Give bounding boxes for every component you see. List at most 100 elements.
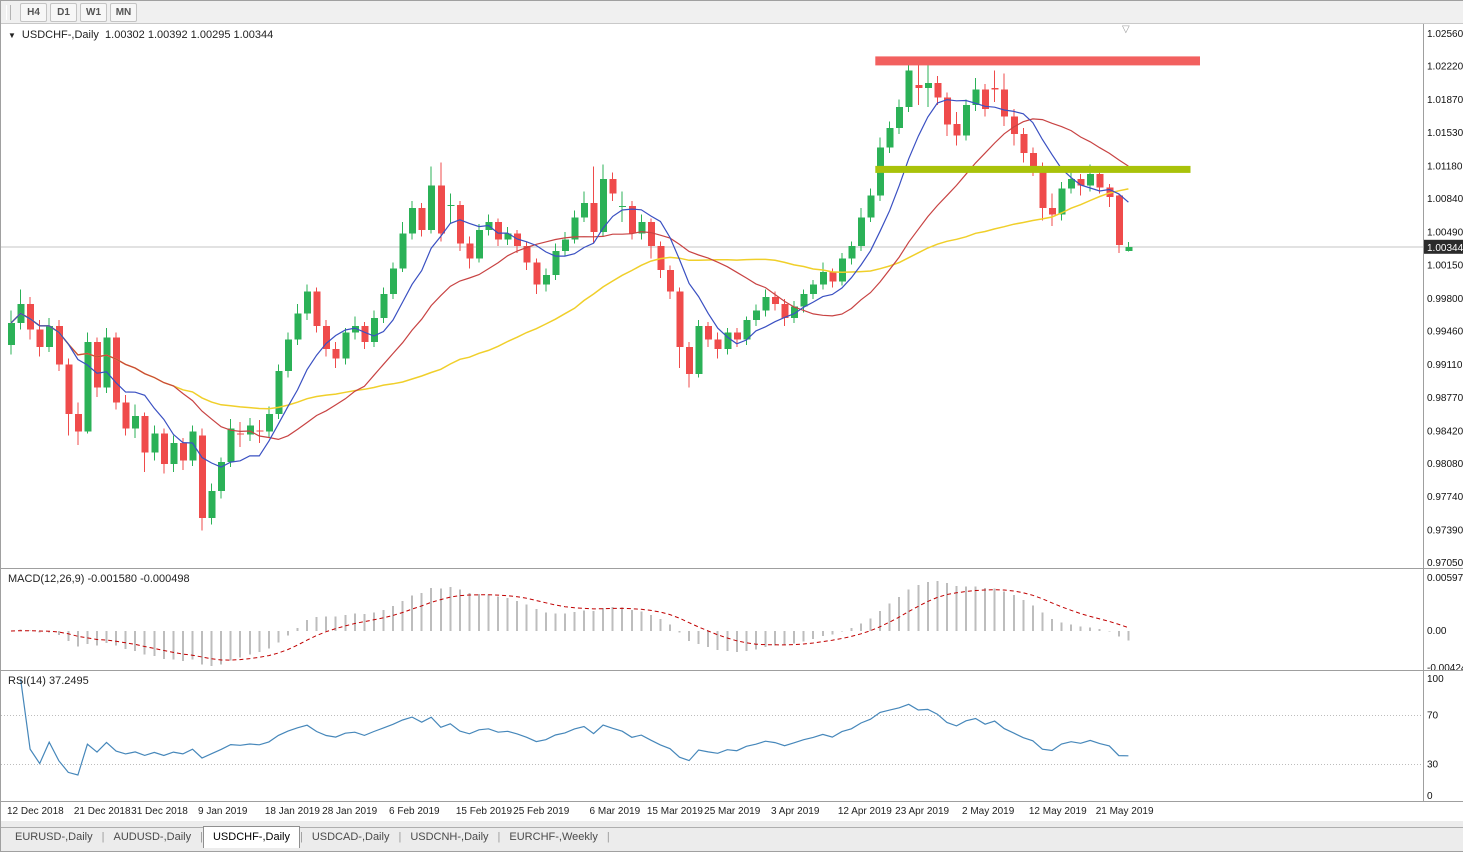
candle [456, 201, 464, 251]
pane-separator[interactable] [1, 568, 1463, 569]
candle [886, 121, 894, 153]
resistance-line[interactable] [875, 56, 1200, 66]
candle [246, 418, 254, 442]
tab-separator: | [398, 831, 402, 843]
date-axis[interactable]: 12 Dec 2018 21 Dec 2018 31 Dec 2018 9 Jan 2… [1, 801, 1463, 822]
tab-separator: | [299, 831, 303, 843]
chart-tabbar: EURUSD-,Daily | AUDUSD-,Daily | USDCHF-,Dail… [1, 826, 1463, 851]
candle [323, 320, 331, 357]
current-price-badge-label: 1.00344 [1427, 243, 1463, 254]
date-axis-label: 12 Dec 2018 [7, 806, 64, 817]
tab-usdcad-daily[interactable]: USDCAD-,Daily [311, 831, 390, 843]
macd-axis-label: -0.004243 [1427, 663, 1463, 671]
price-axis-label: 1.00490 [1427, 228, 1463, 239]
candle [848, 241, 856, 265]
candle [199, 428, 206, 531]
candle [256, 419, 264, 443]
price-axis-label: 0.98770 [1427, 393, 1463, 404]
candle [227, 419, 235, 467]
candle [189, 425, 197, 466]
candle [504, 227, 512, 246]
price-axis-label: 0.99460 [1427, 327, 1463, 338]
toolbar-grip-handle[interactable] [6, 4, 11, 20]
ma-line-slow [10, 188, 1129, 410]
tab-usdcnh-daily[interactable]: USDCNH-,Daily [410, 831, 489, 843]
price-axis-label: 0.97740 [1427, 492, 1463, 503]
date-axis-label: 6 Feb 2019 [389, 806, 440, 817]
candle [141, 412, 149, 472]
candle [275, 364, 283, 419]
candle [905, 59, 913, 112]
ma-line-fast [10, 99, 1129, 468]
date-axis-label: 9 Jan 2019 [198, 806, 248, 817]
candle [103, 327, 111, 394]
timeframe-buttons: H4 D1 W1 MN [20, 2, 137, 22]
candle [294, 303, 302, 346]
price-axis-label: 0.99800 [1427, 294, 1463, 305]
rsi-pane[interactable]: 100 70 30 0 [1, 671, 1463, 801]
candle [762, 289, 770, 317]
candle [609, 172, 617, 202]
rsi-axis-label: 70 [1427, 711, 1439, 722]
price-chart-pane[interactable]: 1.02560 1.02220 1.01870 1.01530 1.01180 1.008… [1, 23, 1463, 569]
candle [676, 287, 684, 369]
candle [332, 342, 340, 369]
candle [571, 210, 579, 244]
timeframe-button-h4[interactable]: H4 [20, 2, 47, 22]
candle [485, 214, 493, 236]
candle [1096, 170, 1104, 194]
candle [1001, 73, 1009, 127]
rsi-indicator-label: RSI(14) 37.2495 [8, 675, 89, 687]
candle [1125, 242, 1133, 252]
candle [791, 300, 799, 323]
candle [542, 268, 550, 292]
tab-eurchf-weekly[interactable]: EURCHF-,Weekly [509, 831, 598, 843]
date-axis-label: 21 May 2019 [1095, 806, 1154, 817]
price-axis-separator [1423, 23, 1424, 801]
candle [65, 358, 73, 436]
candle [943, 92, 951, 136]
candle [342, 327, 350, 365]
timeframe-button-w1[interactable]: W1 [80, 2, 107, 22]
date-axis-label: 25 Feb 2019 [513, 806, 570, 817]
support-line[interactable] [875, 165, 1191, 173]
timeframe-toolbar: H4 D1 W1 MN [1, 1, 1463, 24]
candle [179, 438, 187, 470]
macd-histogram [19, 581, 1130, 666]
candle [590, 166, 598, 244]
price-axis-label: 0.99110 [1427, 360, 1463, 371]
tab-usdchf-daily[interactable]: USDCHF-,Daily [202, 826, 300, 848]
candle [972, 78, 980, 111]
candle [495, 218, 503, 247]
candle [714, 332, 722, 359]
tab-separator: | [497, 831, 501, 843]
candle [924, 63, 932, 107]
timeframe-button-mn[interactable]: MN [110, 2, 137, 22]
rsi-axis-label: 100 [1427, 674, 1444, 685]
tab-audusd-daily[interactable]: AUDUSD-,Daily [113, 831, 192, 843]
candle [1020, 128, 1028, 163]
rsi-axis-label: 0 [1427, 791, 1433, 801]
candle [686, 342, 694, 388]
pane-separator[interactable] [1, 670, 1463, 671]
candle [74, 402, 82, 445]
macd-pane[interactable]: 0.00597 0.00 -0.004243 [1, 569, 1463, 671]
object-anchor-icon[interactable]: ▽ [1122, 24, 1130, 35]
date-axis-label: 3 Apr 2019 [771, 806, 820, 817]
timeframe-button-d1[interactable]: D1 [50, 2, 77, 22]
candle [265, 406, 273, 438]
candle [284, 332, 292, 378]
collapse-chart-icon[interactable]: ▼ [8, 30, 16, 40]
tab-eurusd-daily[interactable]: EURUSD-,Daily [15, 831, 93, 843]
price-axis-label: 0.97390 [1427, 525, 1463, 536]
candle [475, 224, 483, 263]
candle [982, 83, 990, 117]
chart-title: ▼ USDCHF-,Daily 1.00302 1.00392 1.00295 … [8, 29, 273, 41]
candle [17, 289, 25, 330]
date-axis-label: 15 Feb 2019 [455, 806, 513, 817]
candle [428, 166, 436, 234]
candle [581, 191, 588, 223]
current-price-badge [1424, 239, 1463, 254]
candle [752, 304, 760, 326]
candle [437, 162, 445, 242]
